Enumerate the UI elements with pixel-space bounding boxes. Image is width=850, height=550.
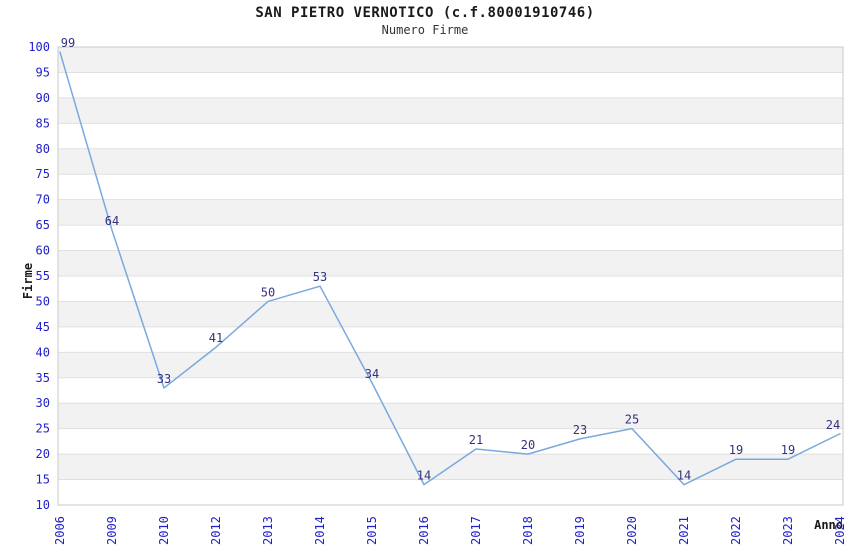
y-tick-label: 95	[36, 65, 50, 79]
x-tick-label: 2016	[417, 516, 431, 545]
x-tick-label: 2017	[469, 516, 483, 545]
x-tick-label: 2006	[53, 516, 67, 545]
y-tick-label: 100	[28, 40, 50, 54]
x-tick-label: 2019	[573, 516, 587, 545]
plot-border	[57, 46, 844, 506]
data-point-label: 19	[729, 443, 743, 457]
x-tick-label: 2020	[625, 516, 639, 545]
y-tick-label: 15	[36, 473, 50, 487]
plot-stripe	[58, 199, 843, 226]
y-tick-label: 80	[36, 142, 50, 156]
x-tick-label: 2021	[677, 516, 691, 545]
data-point-label: 21	[469, 433, 483, 447]
x-tick-label: 2023	[781, 516, 795, 545]
x-axis-title: Anno	[814, 518, 843, 532]
plot-stripe	[58, 403, 843, 429]
x-tick-label: 2018	[521, 516, 535, 545]
data-point-label: 14	[677, 469, 691, 483]
data-point-label: 99	[61, 36, 75, 50]
plot-stripe	[58, 97, 843, 124]
data-line	[59, 51, 841, 486]
y-tick-label: 90	[36, 91, 50, 105]
data-point-label: 34	[365, 367, 379, 381]
y-tick-label: 55	[36, 269, 50, 283]
y-tick-label: 20	[36, 447, 50, 461]
chart-title: SAN PIETRO VERNOTICO (c.f.80001910746)	[255, 5, 595, 21]
plot-stripe	[58, 47, 843, 73]
data-point-label: 41	[209, 331, 223, 345]
data-point-label: 25	[625, 413, 639, 427]
data-point-label: 24	[826, 418, 840, 432]
data-point-label: 33	[157, 372, 171, 386]
data-point-label: 53	[313, 270, 327, 284]
y-tick-label: 70	[36, 193, 50, 207]
x-tick-label: 2014	[313, 516, 327, 545]
data-point-label: 23	[573, 423, 587, 437]
y-tick-label: 65	[36, 218, 50, 232]
x-tick-label: 2009	[105, 516, 119, 545]
x-tick-label: 2024	[833, 516, 847, 545]
chart-subtitle: Numero Firme	[381, 23, 469, 37]
y-tick-label: 75	[36, 167, 50, 181]
data-point-label: 19	[781, 443, 795, 457]
y-tick-label: 50	[36, 294, 50, 308]
y-tick-label: 60	[36, 244, 50, 258]
y-tick-label: 30	[36, 396, 50, 410]
plot-stripe	[58, 301, 843, 327]
y-tick-label: 10	[36, 498, 50, 512]
y-tick-label: 85	[36, 116, 50, 130]
x-tick-label: 2012	[209, 516, 223, 545]
plot-stripe	[58, 148, 843, 175]
x-tick-label: 2010	[157, 516, 171, 545]
y-tick-label: 25	[36, 422, 50, 436]
data-point-label: 20	[521, 438, 535, 452]
y-tick-label: 40	[36, 345, 50, 359]
data-point-label: 50	[261, 285, 275, 299]
data-point-label: 64	[105, 214, 119, 228]
x-tick-label: 2022	[729, 516, 743, 545]
y-tick-label: 35	[36, 371, 50, 385]
x-tick-label: 2013	[261, 516, 275, 545]
plot-stripe	[58, 352, 843, 378]
x-tick-label: 2015	[365, 516, 379, 545]
y-tick-label: 45	[36, 320, 50, 334]
plot-stripe	[58, 250, 843, 276]
data-point-label: 14	[417, 469, 431, 483]
